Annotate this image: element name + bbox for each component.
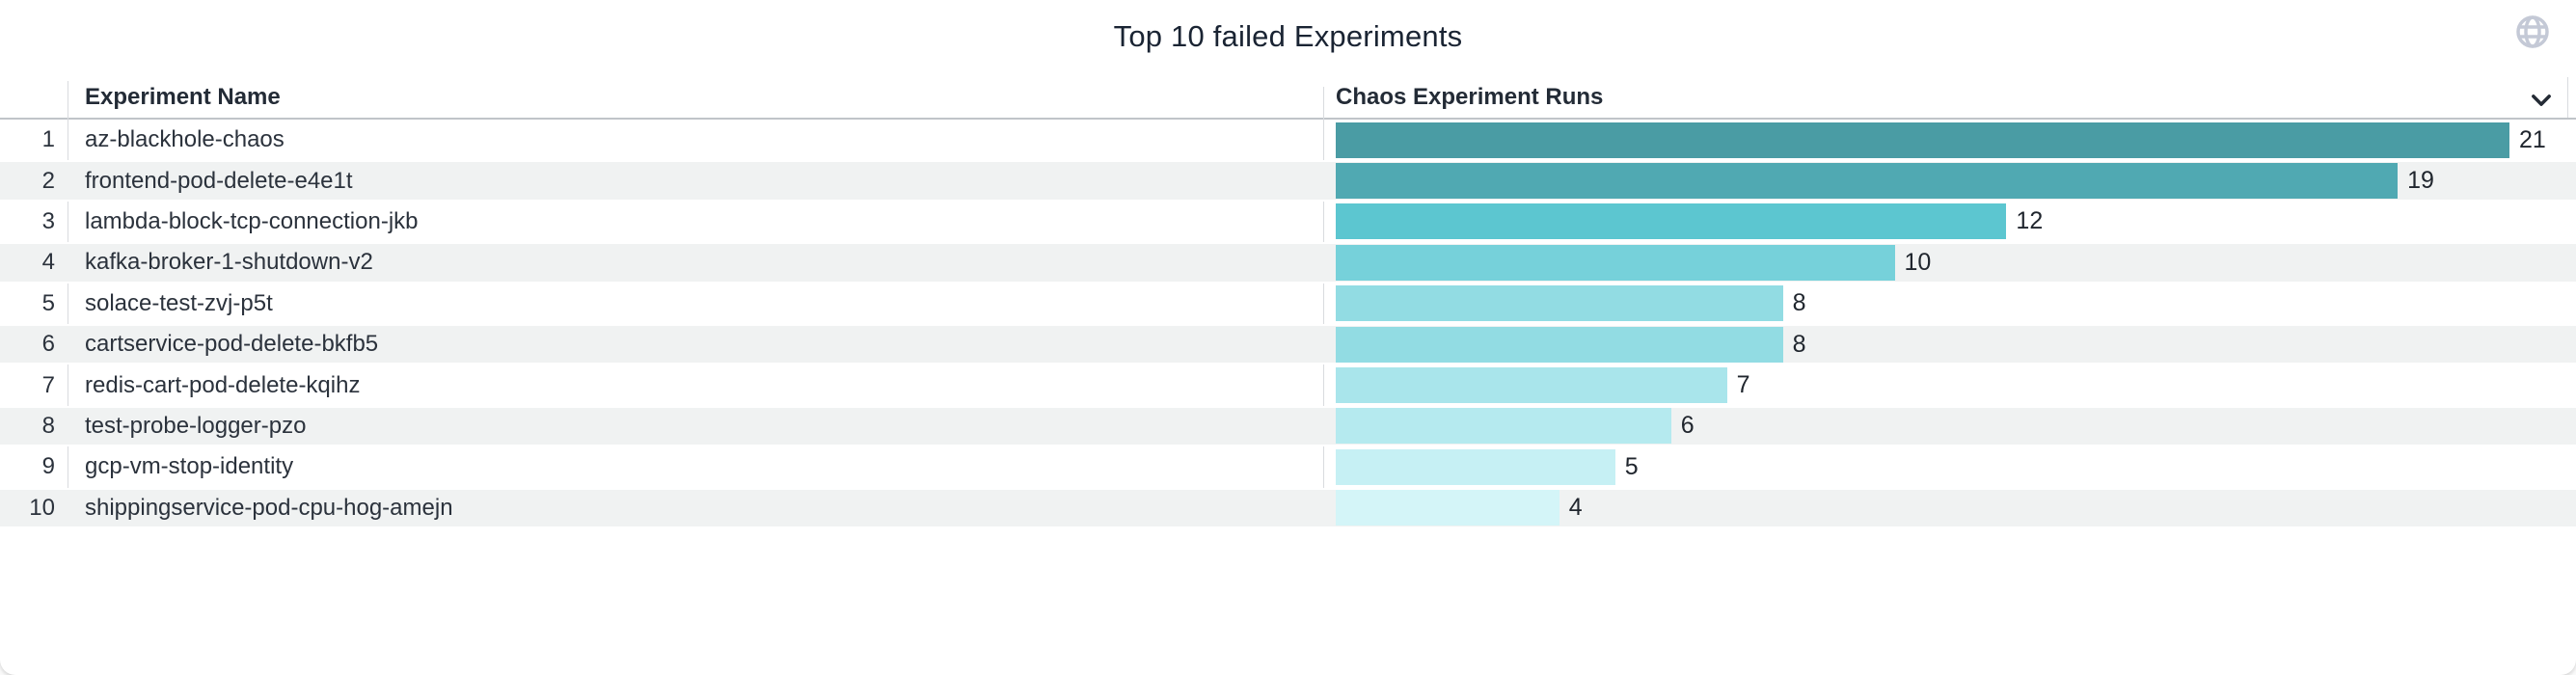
experiment-name: frontend-pod-delete-e4e1t bbox=[85, 167, 353, 194]
row-rank: 2 bbox=[41, 167, 55, 194]
panel-title: Top 10 failed Experiments bbox=[1113, 19, 1463, 53]
experiment-name: shippingservice-pod-cpu-hog-amejn bbox=[85, 494, 453, 521]
runs-bar bbox=[1336, 163, 2399, 200]
runs-bar-cell: 12 bbox=[1323, 202, 2576, 242]
table-row[interactable]: 8 test-probe-logger-pzo 6 bbox=[0, 405, 2576, 447]
row-rank: 6 bbox=[41, 331, 55, 358]
runs-value-label: 21 bbox=[2519, 125, 2546, 153]
runs-bar-cell: 5 bbox=[1323, 446, 2576, 487]
name-runs-column-divider bbox=[1323, 87, 1324, 528]
row-rank: 1 bbox=[41, 126, 55, 153]
runs-bar bbox=[1336, 244, 1895, 281]
chevron-down-icon[interactable] bbox=[2528, 89, 2555, 112]
runs-bar bbox=[1336, 326, 1783, 363]
row-rank: 7 bbox=[41, 371, 55, 398]
globe-icon[interactable] bbox=[2513, 13, 2552, 51]
runs-bar bbox=[1336, 490, 1559, 526]
runs-value-label: 19 bbox=[2407, 167, 2434, 195]
experiment-name: cartservice-pod-delete-bkfb5 bbox=[85, 331, 379, 358]
experiment-name: redis-cart-pod-delete-kqihz bbox=[85, 371, 361, 398]
table-rows: 1 az-blackhole-chaos 21 2 frontend-pod-delet… bbox=[0, 120, 2576, 528]
runs-bar bbox=[1336, 408, 1671, 445]
experiment-name: lambda-block-tcp-connection-jkb bbox=[85, 207, 419, 234]
runs-value-label: 6 bbox=[1680, 412, 1695, 440]
header-scrollbar-gutter-divider bbox=[2567, 77, 2568, 118]
table-row[interactable]: 2 frontend-pod-delete-e4e1t 19 bbox=[0, 160, 2576, 202]
runs-bar-cell: 19 bbox=[1323, 160, 2576, 201]
runs-bar-cell: 21 bbox=[1323, 120, 2576, 160]
runs-bar bbox=[1336, 448, 1615, 485]
row-rank: 5 bbox=[41, 289, 55, 316]
table-row[interactable]: 9 gcp-vm-stop-identity 5 bbox=[0, 446, 2576, 487]
runs-value-label: 5 bbox=[1624, 452, 1639, 480]
table-row[interactable]: 10 shippingservice-pod-cpu-hog-amejn 4 bbox=[0, 487, 2576, 528]
row-rank: 8 bbox=[41, 412, 55, 439]
runs-value-label: 7 bbox=[1736, 371, 1750, 399]
runs-value-label: 8 bbox=[1792, 289, 1806, 317]
table-row[interactable]: 4 kafka-broker-1-shutdown-v2 10 bbox=[0, 242, 2576, 284]
experiment-name: solace-test-zvj-p5t bbox=[85, 289, 273, 316]
row-rank: 3 bbox=[41, 207, 55, 234]
experiment-name: az-blackhole-chaos bbox=[85, 126, 285, 153]
runs-bar-cell: 10 bbox=[1323, 242, 2576, 283]
row-rank: 10 bbox=[29, 494, 55, 521]
row-rank: 4 bbox=[41, 249, 55, 276]
runs-value-label: 12 bbox=[2016, 207, 2044, 235]
runs-bar-cell: 4 bbox=[1323, 488, 2576, 528]
experiment-name: test-probe-logger-pzo bbox=[85, 412, 307, 439]
table-row[interactable]: 5 solace-test-zvj-p5t 8 bbox=[0, 284, 2576, 324]
experiment-name: kafka-broker-1-shutdown-v2 bbox=[85, 249, 373, 276]
table-row[interactable]: 3 lambda-block-tcp-connection-jkb 12 bbox=[0, 202, 2576, 242]
runs-bar bbox=[1336, 122, 2509, 158]
table-row[interactable]: 7 redis-cart-pod-delete-kqihz 7 bbox=[0, 364, 2576, 405]
table-row[interactable]: 1 az-blackhole-chaos 21 bbox=[0, 120, 2576, 160]
runs-bar bbox=[1336, 285, 1783, 322]
table-header-row: Experiment Name Chaos Experiment Runs bbox=[0, 77, 2576, 120]
runs-bar-cell: 8 bbox=[1323, 284, 2576, 324]
runs-value-label: 10 bbox=[1904, 248, 1932, 276]
chaos-experiment-runs-column-header[interactable]: Chaos Experiment Runs bbox=[1336, 84, 1604, 110]
runs-bar-cell: 7 bbox=[1323, 364, 2576, 405]
runs-value-label: 8 bbox=[1792, 330, 1806, 358]
runs-bar bbox=[1336, 367, 1727, 404]
runs-value-label: 4 bbox=[1568, 494, 1583, 522]
runs-bar-cell: 8 bbox=[1323, 324, 2576, 364]
experiment-name-column-header[interactable]: Experiment Name bbox=[85, 84, 281, 110]
experiment-name: gcp-vm-stop-identity bbox=[85, 453, 294, 480]
runs-bar-cell: 6 bbox=[1323, 406, 2576, 446]
table-row[interactable]: 6 cartservice-pod-delete-bkfb5 8 bbox=[0, 323, 2576, 365]
row-rank: 9 bbox=[41, 453, 55, 480]
runs-bar bbox=[1336, 203, 2007, 240]
